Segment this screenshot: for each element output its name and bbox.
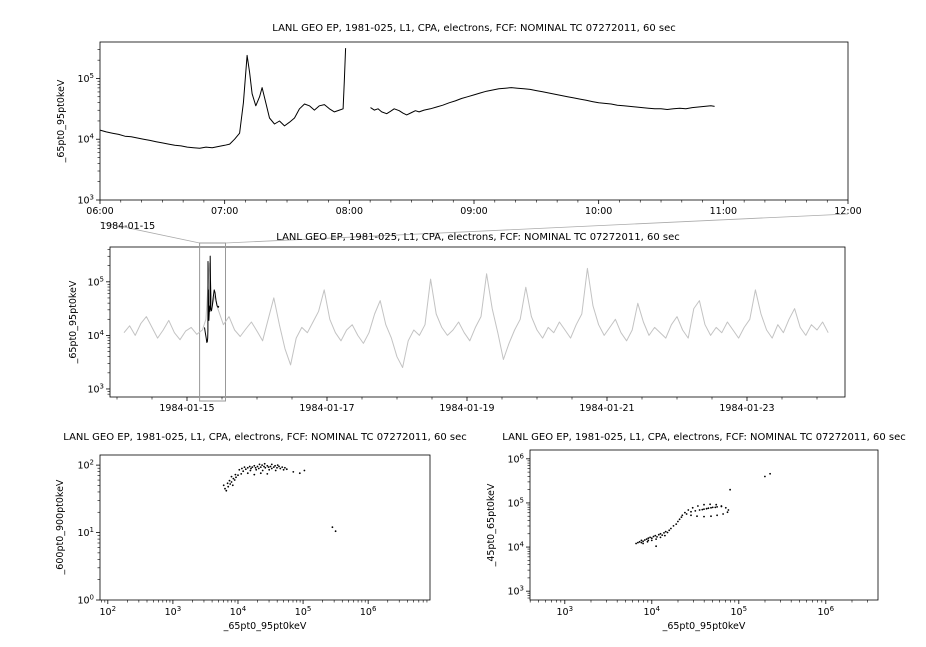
zoom-selection-box[interactable] [199, 242, 227, 402]
panel1-title: LANL GEO EP, 1981-025, L1, CPA, electron… [272, 23, 675, 34]
svg-text:09:00: 09:00 [460, 206, 487, 217]
svg-text:104: 104 [87, 329, 104, 342]
svg-text:07:00: 07:00 [211, 206, 238, 217]
svg-text:1984-01-19: 1984-01-19 [439, 403, 494, 414]
svg-text:10:00: 10:00 [585, 206, 612, 217]
svg-text:103: 103 [165, 605, 182, 618]
p1-series [99, 48, 715, 149]
p2-axes: 103 104 105 1984-01-15 1984-01-17 1984-01-19 1… [87, 246, 846, 414]
plots-layer: 103 104 105 06:00 07:00 08:00 09:00 10:00 11:00 1… [77, 41, 879, 618]
svg-text:102: 102 [100, 605, 117, 618]
svg-text:106: 106 [818, 605, 835, 618]
svg-text:105: 105 [507, 496, 524, 509]
svg-text:104: 104 [77, 133, 94, 146]
p1-flux-segment-2 [370, 87, 715, 116]
svg-text:105: 105 [731, 605, 748, 618]
p3-axes: 100 101 102 102 103 104 105 106 [77, 454, 431, 618]
p4-axes: 103 104 105 106 103 104 105 106 [507, 449, 879, 618]
svg-text:06:00: 06:00 [86, 206, 113, 217]
svg-text:11:00: 11:00 [710, 206, 737, 217]
svg-text:12:00: 12:00 [834, 206, 861, 217]
svg-text:1984-01-15: 1984-01-15 [159, 403, 214, 414]
p1-flux-segment-1 [99, 48, 347, 149]
panel4-ylabel: _45pt0_65pt0keV [486, 483, 497, 567]
svg-text:106: 106 [360, 605, 377, 618]
zoom-connector-left [99, 221, 200, 244]
svg-text:105: 105 [295, 605, 312, 618]
p1-axes: 103 104 105 06:00 07:00 08:00 09:00 10:00 11:00 1… [77, 41, 862, 217]
svg-text:08:00: 08:00 [336, 206, 363, 217]
svg-text:105: 105 [77, 72, 94, 85]
panel4-xlabel: _65pt0_95pt0keV [662, 621, 746, 632]
panel1-date-label: 1984-01-15 [100, 221, 155, 232]
panel1-ylabel: _65pt0_95pt0keV [56, 79, 67, 163]
p4-points [635, 472, 771, 548]
zoom-connector-right [225, 213, 849, 244]
svg-text:1984-01-17: 1984-01-17 [299, 403, 354, 414]
svg-text:104: 104 [644, 605, 661, 618]
svg-text:104: 104 [230, 605, 247, 618]
panel3-xlabel: _65pt0_95pt0keV [223, 621, 307, 632]
p2-series [123, 255, 829, 368]
p2-highlighted-zoom-region [204, 255, 220, 343]
svg-text:100: 100 [77, 594, 94, 607]
svg-text:102: 102 [77, 459, 94, 472]
panel3-title: LANL GEO EP, 1981-025, L1, CPA, electron… [63, 432, 466, 443]
svg-text:105: 105 [87, 275, 104, 288]
p2-context-flux [123, 262, 829, 368]
svg-text:103: 103 [77, 194, 94, 207]
panel4-title: LANL GEO EP, 1981-025, L1, CPA, electron… [502, 432, 905, 443]
svg-text:103: 103 [507, 585, 524, 598]
svg-text:101: 101 [77, 526, 94, 539]
svg-text:103: 103 [87, 382, 104, 395]
svg-text:104: 104 [507, 541, 524, 554]
panel3-ylabel: _600pt0_900pt0keV [55, 479, 66, 575]
svg-text:103: 103 [557, 605, 574, 618]
panel2-title: LANL GEO EP, 1981-025, L1, CPA, electron… [276, 232, 679, 243]
svg-text:106: 106 [507, 452, 524, 465]
p3-points [222, 462, 337, 533]
svg-text:1984-01-23: 1984-01-23 [719, 403, 774, 414]
svg-text:1984-01-21: 1984-01-21 [579, 403, 634, 414]
panel2-ylabel: _65pt0_95pt0keV [68, 280, 79, 364]
